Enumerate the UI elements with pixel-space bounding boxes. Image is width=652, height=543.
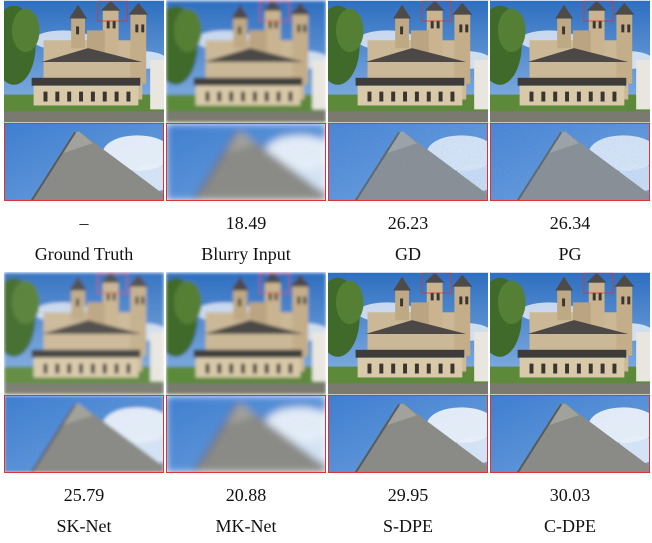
church-image [4, 0, 164, 123]
method-label: Blurry Input [201, 239, 291, 269]
method-label: S-DPE [383, 511, 433, 541]
church-image [4, 272, 164, 395]
psnr-score: – [80, 207, 89, 239]
church-image [490, 272, 650, 395]
panel: – Ground Truth [4, 0, 164, 269]
zoom-crop [490, 395, 650, 473]
zoom-crop [4, 123, 164, 201]
church-image [328, 272, 488, 395]
method-label: SK-Net [57, 511, 112, 541]
figure: – Ground Truth 18.49 Blurry Input 26.23 … [0, 0, 652, 543]
zoom-crop [490, 123, 650, 201]
panel: 18.49 Blurry Input [166, 0, 326, 269]
panel: 25.79 SK-Net [4, 272, 164, 541]
panel: 30.03 C-DPE [490, 272, 650, 541]
zoom-crop [4, 395, 164, 473]
method-label: GD [395, 239, 421, 269]
panel: 26.23 GD [328, 0, 488, 269]
church-image [166, 0, 326, 123]
zoom-crop [166, 123, 326, 201]
method-label: Ground Truth [35, 239, 134, 269]
psnr-score: 30.03 [550, 479, 591, 511]
psnr-score: 25.79 [64, 479, 105, 511]
church-image [166, 272, 326, 395]
method-label: PG [558, 239, 581, 269]
church-image [328, 0, 488, 123]
psnr-score: 26.23 [388, 207, 429, 239]
zoom-crop [166, 395, 326, 473]
psnr-score: 18.49 [226, 207, 267, 239]
psnr-score: 26.34 [550, 207, 591, 239]
figure-row: – Ground Truth 18.49 Blurry Input 26.23 … [4, 0, 652, 269]
church-image [490, 0, 650, 123]
panel: 29.95 S-DPE [328, 272, 488, 541]
panel: 20.88 MK-Net [166, 272, 326, 541]
zoom-crop [328, 395, 488, 473]
method-label: C-DPE [544, 511, 596, 541]
psnr-score: 20.88 [226, 479, 267, 511]
panel: 26.34 PG [490, 0, 650, 269]
zoom-crop [328, 123, 488, 201]
psnr-score: 29.95 [388, 479, 429, 511]
method-label: MK-Net [216, 511, 277, 541]
figure-row: 25.79 SK-Net 20.88 MK-Net 29.95 S-DPE 30… [4, 272, 652, 541]
